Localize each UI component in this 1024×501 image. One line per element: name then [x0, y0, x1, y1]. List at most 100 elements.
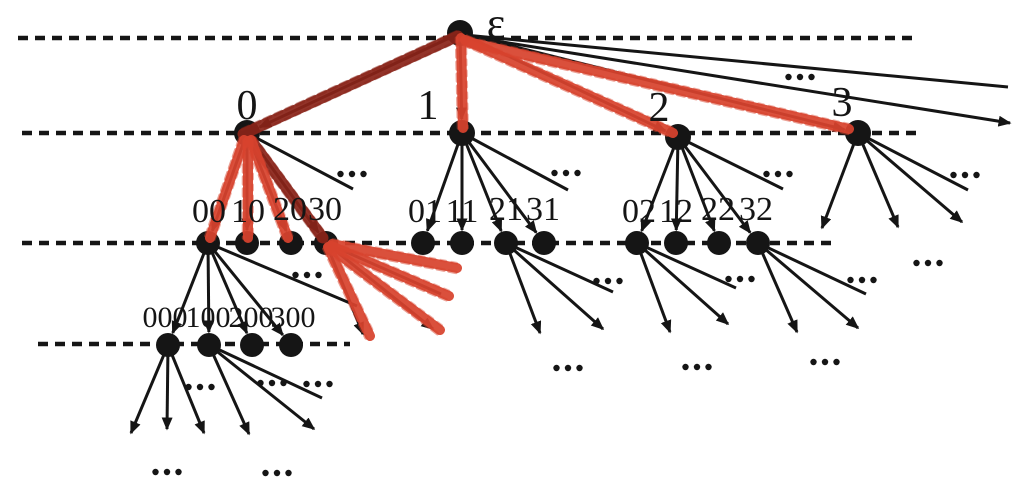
highlight-stroke — [205, 135, 249, 243]
tree-node-21 — [494, 231, 518, 255]
ellipsis-dots — [810, 358, 840, 366]
tree-node-1 — [449, 120, 475, 146]
highlight-stroke-texture — [239, 30, 458, 132]
tree-edge — [208, 343, 323, 400]
highlight-stroke — [456, 33, 468, 133]
tree-node-02 — [625, 231, 649, 255]
tree-node-label-2: 2 — [649, 85, 670, 131]
highlight-stroke-texture — [243, 38, 462, 140]
tree-edge — [756, 242, 799, 334]
tree-edge — [460, 132, 503, 233]
tree-node-12 — [664, 231, 688, 255]
tree-node-label-32: 32 — [739, 191, 773, 228]
tree-edge — [464, 34, 1012, 127]
tree-edge — [425, 132, 464, 233]
tree-node-label-02: 02 — [622, 193, 656, 230]
tree-edge — [171, 242, 210, 335]
ellipsis-dots — [682, 363, 712, 371]
tree-edge — [464, 33, 1009, 89]
tree-edge — [129, 344, 170, 435]
highlight-stroke — [323, 242, 375, 341]
tree-edge — [460, 132, 538, 234]
tree-edge — [677, 135, 784, 191]
tree-node-label-22: 22 — [701, 191, 735, 228]
tree-node-32 — [746, 231, 770, 255]
highlight-stroke-texture — [245, 139, 286, 242]
tree-node-label-01: 01 — [408, 193, 442, 230]
highlight-stroke-texture — [467, 36, 852, 127]
tree-edge — [820, 132, 860, 230]
ellipsis-dots — [847, 276, 877, 284]
highlight-stroke-texture — [327, 248, 449, 302]
highlight-stroke-texture — [253, 136, 294, 238]
highlight-stroke — [326, 241, 454, 301]
ellipsis-dots — [593, 277, 623, 285]
tree-node-label-20: 20 — [273, 191, 307, 228]
highlight-stroke-texture — [322, 247, 368, 340]
tree-edge — [207, 344, 251, 436]
highlight-stroke-texture — [331, 238, 460, 266]
tree-node-label-eps: ε — [487, 0, 505, 48]
ellipsis-dots — [913, 259, 943, 267]
ellipsis-dots — [185, 383, 215, 391]
tree-node-label-3: 3 — [832, 80, 853, 126]
tree-edge — [757, 241, 860, 330]
tree-edge — [207, 241, 358, 308]
highlight-stroke-texture — [454, 36, 461, 130]
tree-edge — [757, 241, 867, 296]
highlight-stroke-texture — [329, 246, 458, 275]
tree-edge — [856, 132, 900, 229]
tree-node-label-000: 000 — [143, 301, 188, 334]
tree-edge — [636, 241, 730, 326]
highlight-stroke-texture — [324, 248, 440, 336]
highlight-stroke — [463, 37, 854, 134]
tree-node-label-100: 100 — [186, 301, 231, 334]
tree-node-label-00: 00 — [192, 193, 226, 230]
highlight-stroke — [245, 134, 329, 244]
ellipsis-dots — [303, 380, 333, 388]
tree-node-11 — [450, 231, 474, 255]
tree-edge — [203, 242, 215, 334]
highlight-stroke — [324, 242, 445, 335]
tree-node-label-1: 1 — [418, 83, 439, 129]
highlight-stroke-texture — [463, 36, 469, 130]
tree-edge — [857, 131, 964, 224]
tree-node-label-200: 200 — [229, 301, 274, 334]
tree-node-label-30: 30 — [308, 191, 342, 228]
tree-edge — [635, 242, 672, 334]
tree-edge — [636, 241, 737, 290]
tree-node-22 — [707, 231, 731, 255]
highlight-stroke — [237, 30, 464, 140]
tree-edge — [166, 344, 206, 435]
ellipsis-dots — [292, 271, 322, 279]
tree-edge — [676, 136, 716, 233]
tree-node-31 — [532, 231, 556, 255]
highlight-stroke — [246, 135, 293, 243]
highlight-stroke-texture — [465, 44, 850, 136]
ellipsis-dots — [950, 171, 980, 179]
tree-edge — [246, 131, 354, 191]
tree-node-label-0: 0 — [237, 83, 258, 129]
tree-node-label-10: 10 — [231, 193, 265, 230]
highlight-stroke — [460, 35, 678, 138]
highlight-stroke-texture — [253, 135, 329, 237]
ellipsis-dots — [262, 469, 292, 477]
highlight-stroke-texture — [461, 42, 673, 139]
tree-edge — [208, 343, 316, 431]
tree-edge — [640, 136, 680, 233]
tree-node-200 — [240, 333, 264, 357]
tree-edge — [670, 136, 682, 232]
highlight-stroke — [327, 239, 462, 273]
tree-node-100 — [197, 333, 221, 357]
ellipsis-dots — [152, 468, 182, 476]
tree-node-300 — [279, 333, 303, 357]
tree-node-label-300: 300 — [271, 301, 316, 334]
ellipsis-dots — [257, 379, 287, 387]
tree-edge — [161, 344, 173, 431]
tree-edge — [505, 241, 605, 331]
tree-edge — [206, 242, 249, 335]
tree-edge — [206, 242, 284, 337]
ellipsis-dots — [763, 170, 793, 178]
tree-node-01 — [411, 231, 435, 255]
